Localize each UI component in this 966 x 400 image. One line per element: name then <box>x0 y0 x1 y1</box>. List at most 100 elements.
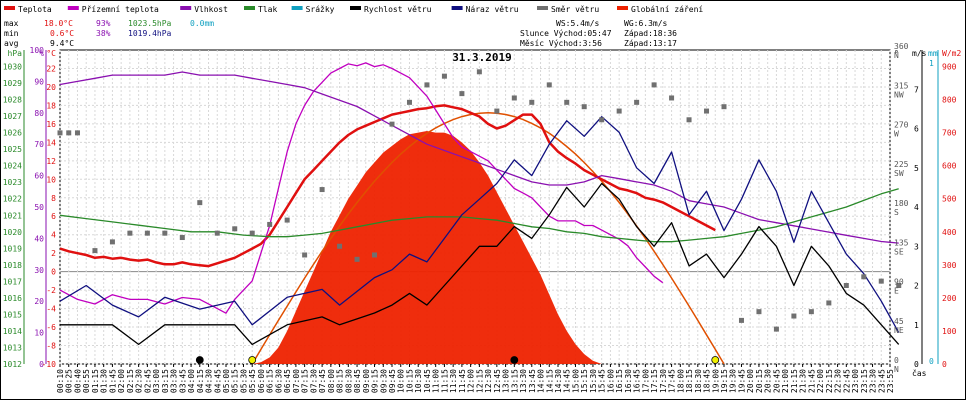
wind-dir-point-48 <box>878 278 884 284</box>
wind-dir-point-38 <box>704 108 710 114</box>
wind-dir-point-35 <box>651 82 657 88</box>
x-tick-label-81: 20:30 <box>764 369 773 393</box>
wind-dir-point-45 <box>826 300 832 306</box>
axis-dir-name-1: NE <box>894 326 904 335</box>
x-tick-label-62: 15:45 <box>598 369 607 393</box>
wind-dir-point-9 <box>197 200 203 206</box>
x-tick-label-49: 12:30 <box>484 369 493 393</box>
axis-ms-tick-2: 2 <box>914 282 919 291</box>
wind-dir-point-3 <box>92 248 98 254</box>
axis-hpa-tick-7: 1019 <box>3 244 22 253</box>
stats-min-temp: 0.6°C <box>50 29 74 38</box>
axis-dir-tick-1: 45 <box>894 317 904 326</box>
x-tick-label-61: 15:30 <box>589 369 598 393</box>
x-tick-label-65: 16:30 <box>624 369 633 393</box>
axis-wm2-tick-6: 600 <box>942 162 957 171</box>
legend-swatch-0 <box>4 6 15 10</box>
axis-ms-tick-5: 5 <box>914 164 919 173</box>
axis-hpa-tick-8: 1020 <box>3 228 22 237</box>
x-tick-label-30: 07:45 <box>318 369 327 393</box>
series-line-1 <box>59 62 664 314</box>
info-moonset: Západ:13:17 <box>624 39 677 48</box>
info-ws: WS:5.4m/s <box>556 19 600 28</box>
axis-degc-tick-11: 12 <box>46 157 56 166</box>
wind-dir-point-25 <box>476 69 482 75</box>
stats-avg-label: avg <box>4 39 19 48</box>
series-line-0 <box>59 104 716 268</box>
axis-ms-tick-1: 1 <box>914 321 919 330</box>
axis-hpa-tick-0: 1012 <box>3 360 22 369</box>
x-tick-label-48: 12:15 <box>475 369 484 393</box>
x-tick-label-13: 03:30 <box>170 369 179 393</box>
axis-dir-tick-3: 135 <box>894 238 909 247</box>
wind-dir-point-34 <box>634 99 640 105</box>
wind-dir-point-4 <box>109 239 115 245</box>
axis-pct-tick-0: 0 <box>39 360 44 369</box>
x-tick-label-20: 05:15 <box>231 369 240 393</box>
wind-dir-point-39 <box>721 104 727 110</box>
wind-dir-point-37 <box>686 117 692 123</box>
axis-dir-name-6: W <box>894 130 899 139</box>
series-line-6 <box>59 116 900 333</box>
wind-dir-point-18 <box>354 256 360 262</box>
x-tick-label-78: 19:45 <box>738 369 747 393</box>
x-tick-label-64: 16:15 <box>615 369 624 393</box>
axis-ms-tick-6: 6 <box>914 125 919 134</box>
x-tick-label-73: 18:30 <box>694 369 703 393</box>
series-line-5 <box>60 182 900 346</box>
axis-wm2-tick-2: 200 <box>942 294 957 303</box>
axis-hpa-tick-12: 1024 <box>3 162 22 171</box>
axis-pct-tick-1: 10 <box>34 329 44 338</box>
sun-moon-marker-2 <box>510 356 519 364</box>
legend-label-5: Rychlost větru <box>364 5 432 14</box>
wind-dir-point-40 <box>738 317 744 323</box>
stats-max-label: max <box>4 19 19 28</box>
x-tick-label-38: 09:45 <box>388 369 397 393</box>
x-tick-label-51: 13:00 <box>502 369 511 393</box>
wind-dir-point-2 <box>74 130 80 136</box>
axis-dir-label: ° <box>894 49 899 58</box>
x-tick-label-83: 21:00 <box>781 369 790 393</box>
x-tick-label-68: 17:15 <box>650 369 659 393</box>
axis-hpa-tick-6: 1018 <box>3 261 22 270</box>
x-tick-label-91: 23:00 <box>851 369 860 393</box>
axis-wm2-tick-7: 700 <box>942 129 957 138</box>
axis-dir-tick-2: 90 <box>894 278 904 287</box>
axis-wm2-tick-3: 300 <box>942 261 957 270</box>
x-tick-label-32: 08:15 <box>336 369 345 393</box>
x-tick-label-76: 19:15 <box>720 369 729 393</box>
x-tick-label-16: 04:15 <box>196 369 205 393</box>
legend-label-4: Srážky <box>306 5 335 14</box>
x-tick-label-9: 02:30 <box>135 369 144 393</box>
wind-dir-point-42 <box>773 326 779 332</box>
x-tick-label-57: 14:30 <box>554 369 563 393</box>
x-tick-label-0: 00:10 <box>56 369 65 393</box>
x-tick-label-88: 22:15 <box>825 369 834 393</box>
x-tick-label-15: 04:00 <box>187 369 196 393</box>
axes: hPa1012101310141015101610171018101910201… <box>3 42 962 374</box>
wind-dir-point-10 <box>214 230 220 236</box>
axis-dir-name-2: E <box>894 287 899 296</box>
axis-hpa-tick-2: 1014 <box>3 327 22 336</box>
axis-mm-tick-0: 0 <box>929 357 934 366</box>
x-tick-label-50: 12:45 <box>493 369 502 393</box>
x-tick-label-12: 03:15 <box>161 369 170 393</box>
wind-dir-point-31 <box>581 104 587 110</box>
x-tick-label-84: 21:15 <box>790 369 799 393</box>
sun-moon-marker-3 <box>711 356 720 364</box>
axis-degc-tick-13: 16 <box>46 120 56 129</box>
x-tick-label-41: 10:30 <box>414 369 423 393</box>
axis-ms-tick-7: 7 <box>914 85 919 94</box>
x-tick-label-63: 16:00 <box>606 369 615 393</box>
wind-dir-point-7 <box>162 230 168 236</box>
x-axis-label: čas <box>912 368 927 378</box>
x-tick-label-33: 08:30 <box>344 369 353 393</box>
axis-dir-name-8: N <box>894 51 899 60</box>
wind-dir-point-44 <box>808 309 814 315</box>
x-tick-label-60: 15:15 <box>580 369 589 393</box>
axis-ms-tick-3: 3 <box>914 242 919 251</box>
x-tick-label-53: 13:30 <box>519 369 528 393</box>
x-tick-label-72: 18:15 <box>685 369 694 393</box>
x-tick-label-90: 22:45 <box>842 369 851 393</box>
